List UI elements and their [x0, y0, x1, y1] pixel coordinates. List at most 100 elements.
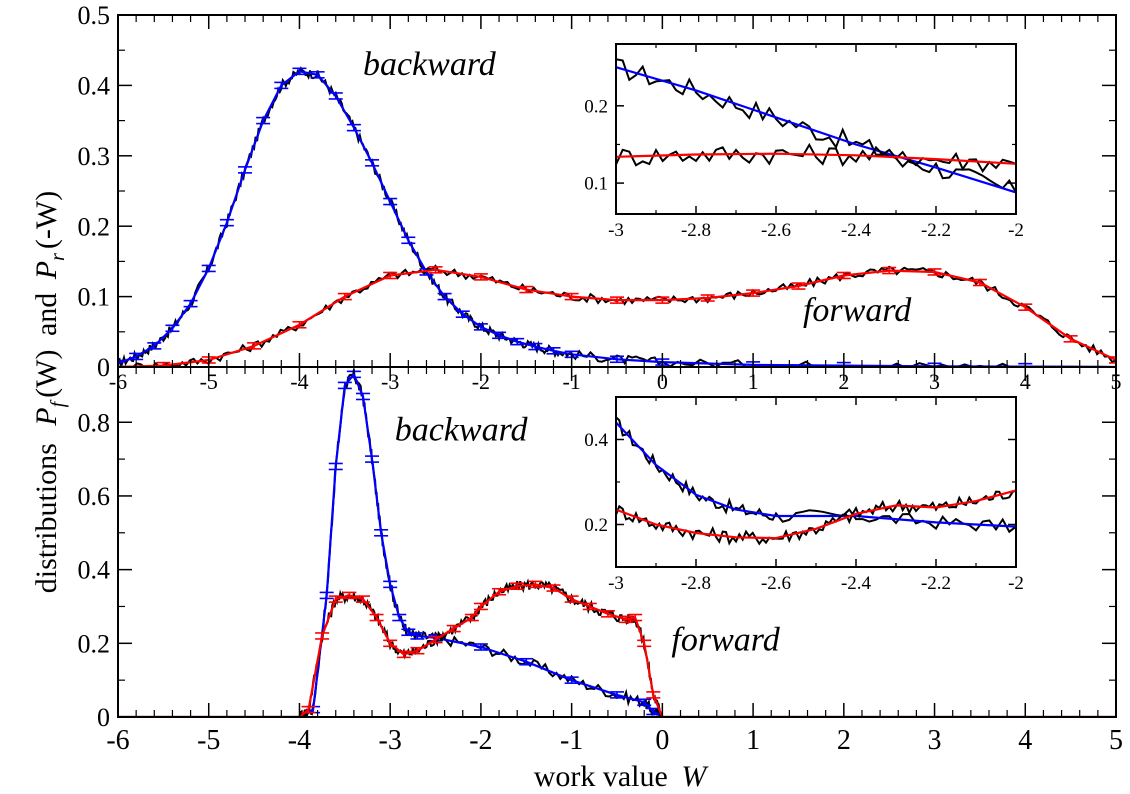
top-point-backward: [129, 352, 144, 361]
bottom-inset-y-tick-label: 0.4: [584, 430, 608, 451]
bottom-y-tick-label: 0.6: [78, 482, 111, 511]
top-point-backward: [437, 292, 452, 301]
top-x-tick-label: 1: [748, 369, 759, 394]
top-x-tick-label: -1: [562, 369, 580, 394]
top-y-tick-label: 0.3: [78, 142, 111, 171]
y-axis-title: distributions Pf(W) and Pr (-W): [30, 191, 69, 593]
top-inset-raw-trace-forward: [616, 142, 1016, 174]
bottom-point-backward: [564, 676, 579, 684]
top-inset-x-tick-label: -3: [608, 220, 624, 241]
top-inset-y-tick-label: 0.1: [584, 174, 608, 195]
top-x-tick-label: -5: [200, 369, 218, 394]
bottom-point-forward: [528, 580, 543, 589]
top-point-backward: [256, 116, 271, 125]
annotation-forward: forward: [803, 292, 912, 329]
top-x-tick-label: -4: [290, 369, 308, 394]
bottom-point-backward: [401, 628, 416, 637]
bottom-inset-y-tick-label: 0.2: [584, 515, 608, 536]
bottom-point-forward: [510, 582, 525, 591]
top-y-tick-label: 0.4: [78, 72, 111, 101]
bottom-point-backward: [328, 462, 343, 471]
bottom-point-backward: [355, 392, 370, 401]
ylabel-and: and: [30, 293, 63, 336]
bottom-x-tick-label: 0: [655, 725, 669, 756]
ylabel-W1: (W): [30, 350, 63, 398]
top-point-backward: [147, 342, 162, 350]
bottom-point-forward: [464, 613, 479, 622]
bottom-point-backward: [392, 613, 407, 622]
top-point-backward: [610, 355, 624, 364]
top-point-forward: [791, 282, 806, 290]
bottom-point-forward: [637, 639, 652, 648]
bottom-point-backward: [637, 698, 652, 707]
bottom-point-forward: [646, 691, 661, 699]
top-point-forward: [882, 266, 897, 275]
top-x-tick-label: 0: [657, 369, 668, 394]
bottom-inset-background: [616, 397, 1016, 567]
top-point-backward: [165, 324, 180, 333]
top-inset-raw-trace-backward: [616, 58, 1016, 193]
bottom-y-tick-label: 0: [97, 703, 110, 732]
top-x-tick-label: -2: [472, 369, 490, 394]
bottom-point-forward: [492, 587, 507, 596]
top-point-backward: [455, 310, 470, 319]
top-point-backward: [383, 197, 398, 206]
bottom-point-backward: [410, 632, 425, 640]
xlabel-text: work value: [534, 760, 668, 793]
top-point-forward: [247, 342, 262, 350]
bottom-point-forward: [355, 595, 370, 603]
top-x-tick-label: 3: [929, 369, 940, 394]
bottom-point-forward: [564, 595, 579, 603]
bottom-point-forward: [619, 615, 634, 624]
top-inset-x-tick-label: -2.8: [681, 220, 711, 241]
bottom-point-forward: [628, 613, 643, 622]
ylabel-r: r: [47, 253, 69, 261]
bottom-x-tick-label: -3: [379, 725, 402, 756]
bottom-x-tick-label: 3: [928, 725, 942, 756]
ylabel-P2: P: [30, 261, 63, 280]
bottom-point-forward: [383, 639, 398, 648]
top-y-tick-label: 0: [97, 353, 110, 382]
bottom-inset-x-tick-label: -2: [1008, 573, 1024, 594]
top-point-forward: [700, 294, 715, 302]
top-point-backward: [183, 299, 198, 308]
top-point-forward: [927, 268, 942, 276]
bottom-inset-series-forward: [616, 489, 1016, 540]
top-y-tick-label: 0.5: [78, 1, 111, 30]
ylabel-f: f: [47, 399, 69, 407]
top-point-backward: [546, 347, 561, 355]
top-y-tick-label: 0.1: [78, 283, 111, 312]
bottom-inset-raw-trace-forward: [616, 489, 1016, 546]
bottom-point-backward: [473, 643, 488, 651]
top-inset-x-tick-label: -2.6: [761, 220, 791, 241]
bottom-point-forward: [396, 650, 411, 659]
bottom-point-forward: [546, 584, 561, 592]
top-inset-x-tick-label: -2.4: [841, 220, 872, 241]
top-panel: -6 -5 -4 -3 -2 -1 0 1 2 3 4 500.10.20.30.40.5backwa…: [78, 1, 1122, 394]
bottom-inset-x-tick-label: -2.2: [921, 573, 951, 594]
top-point-forward: [383, 271, 398, 280]
top-point-backward: [346, 123, 361, 132]
bottom-series-forward: [118, 583, 1116, 717]
bottom-inset-plot-area: [616, 416, 1016, 546]
bottom-x-tick-label: -1: [560, 725, 583, 756]
top-point-backward: [292, 67, 307, 76]
bottom-point-forward: [369, 613, 384, 622]
top-y-tick-label: 0.2: [78, 212, 111, 241]
x-axis-title: work value W: [534, 760, 710, 793]
top-point-forward: [1063, 335, 1078, 343]
bottom-panel: -6 -5 -4 -3 -2 -1 0 1 2 3 4 5 0 0.2 0.4 0.6 0.8 backward f…: [78, 366, 1123, 756]
bottom-point-backward: [610, 691, 624, 699]
bottom-point-forward: [315, 632, 330, 640]
ylabel-prefix: distributions: [30, 443, 63, 593]
top-point-backward: [510, 337, 525, 346]
top-inset-background: [616, 44, 1016, 214]
top-point-forward: [292, 320, 307, 329]
top-point-backward: [328, 92, 343, 100]
ylabel-W2: (-W): [30, 191, 63, 249]
top-point-forward: [655, 296, 670, 304]
bottom-x-tick-label: -6: [106, 725, 129, 756]
top-point-forward: [1109, 356, 1116, 364]
bottom-frame: [117, 366, 1117, 718]
